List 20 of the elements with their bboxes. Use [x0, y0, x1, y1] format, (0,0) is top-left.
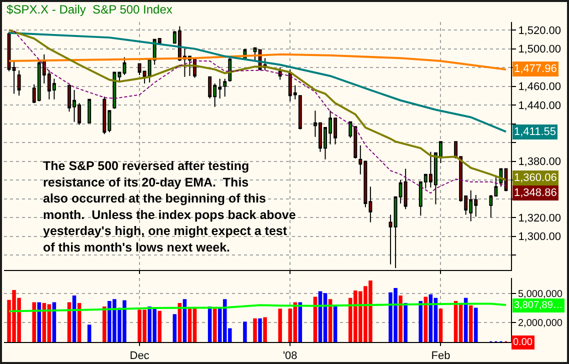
x-tick-label: '08: [282, 350, 298, 362]
y-tick-label: 1,460.00: [518, 81, 562, 94]
y-tick-label: 1,440.00: [518, 100, 562, 112]
y-tick-label: 1,500.00: [518, 44, 562, 56]
data-label: 1,411.55: [514, 126, 556, 138]
y-tick-label: 1,520.00: [518, 24, 562, 37]
text: 1,348.86: [514, 187, 557, 199]
y-tick-label: 1,380.00: [518, 156, 562, 168]
data-label: 1,477.96: [514, 63, 557, 75]
x-tick-label: Feb: [431, 350, 450, 362]
y-tick-label: 2,000,000: [518, 318, 563, 330]
x-tick-label: Dec: [130, 350, 150, 362]
annotation: 0.00: [513, 337, 533, 348]
y-tick-label: 1,320.00: [518, 212, 562, 224]
y-tick-label: 5,000,000: [518, 289, 563, 300]
chart-title: $SPX.X - Daily S&P 500 Index: [6, 2, 172, 16]
y-tick-label: 1,300.00: [518, 231, 562, 244]
data-label: 1,360.06: [514, 172, 557, 184]
annotation: The S&P 500 reversed after testing resistance of its 20-day EMA. This also occurred at the beginning of this month. Unless the index pops back above yesterday's high, one might expect a test of this month's lows next week.: [43, 159, 296, 254]
data-label: 3,807,89…: [514, 300, 563, 311]
